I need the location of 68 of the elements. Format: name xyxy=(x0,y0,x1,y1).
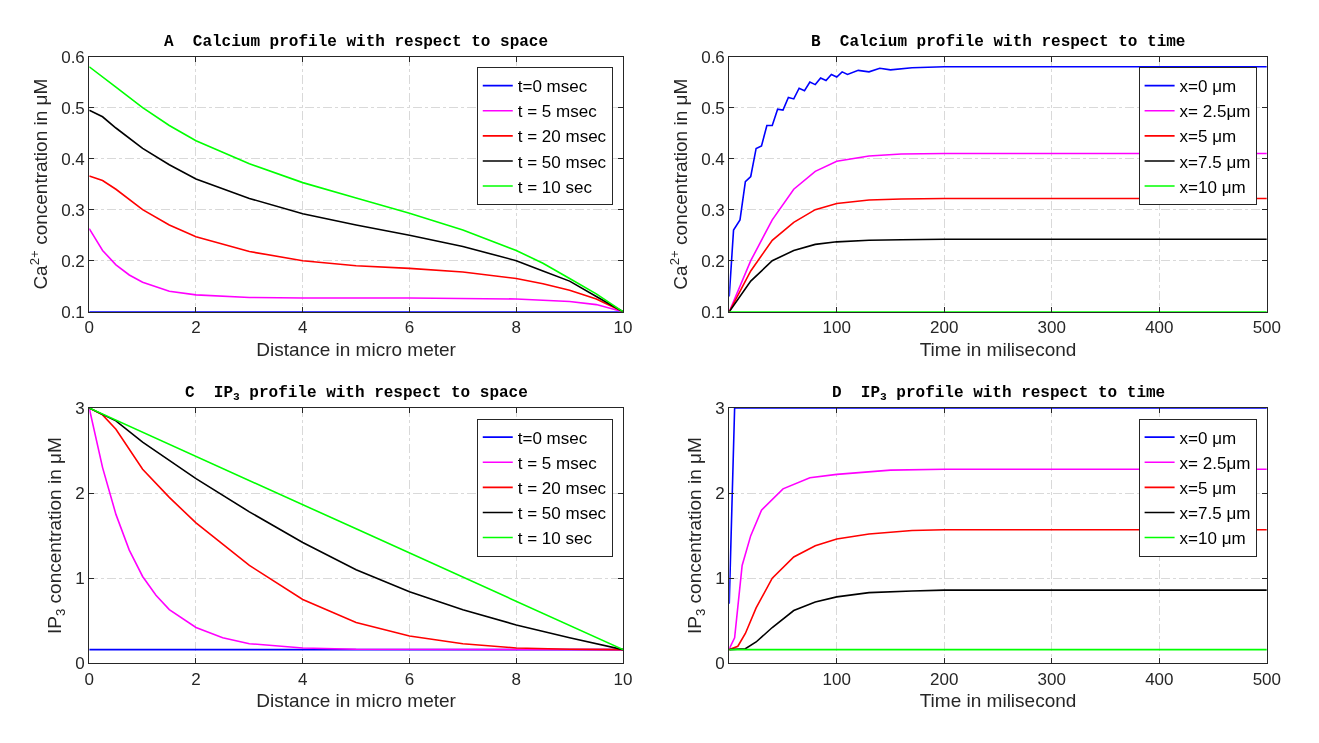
x-tick-label: 2 xyxy=(191,669,201,689)
y-tick-label: 2 xyxy=(75,484,85,504)
x-tick-label: 400 xyxy=(1145,669,1174,689)
y-tick-label: 1 xyxy=(75,569,85,589)
y-tick-label: 0.3 xyxy=(701,200,725,220)
x-tick-label: 200 xyxy=(930,318,959,338)
x-tick-label: 2 xyxy=(191,318,201,338)
x-tick-label: 300 xyxy=(1037,318,1066,338)
x-axis-title: Distance in micro meter xyxy=(256,338,457,360)
y-tick-label: 0.6 xyxy=(61,47,85,67)
legend-label: t=0 msec xyxy=(517,77,588,97)
chart-title: C IP$_{3}$ profile with respect to space xyxy=(185,384,528,404)
x-tick-label: 4 xyxy=(298,669,308,689)
y-tick-label: 0.2 xyxy=(61,251,85,271)
legend-label: t = 5 msec xyxy=(517,453,598,473)
x-tick-label: 6 xyxy=(404,318,415,338)
legend-label: x=5 μm xyxy=(1179,478,1237,498)
x-tick-label: 100 xyxy=(822,669,851,689)
legend-label: x=0 μm xyxy=(1179,77,1237,97)
y-tick-label: 0.1 xyxy=(61,302,85,322)
y-tick-label: 0 xyxy=(75,654,85,674)
y-tick-label: 0.5 xyxy=(701,98,725,118)
y-tick-label: 1 xyxy=(715,569,725,589)
legend-label: x=7.5 μm xyxy=(1179,504,1251,524)
y-tick-label: 0.4 xyxy=(701,149,725,169)
legend-label: x=5 μm xyxy=(1179,127,1237,147)
legend-label: x=10 μm xyxy=(1179,529,1246,549)
legend-label: t = 10 sec xyxy=(517,529,593,549)
legend-label: x= 2.5μm xyxy=(1179,102,1251,122)
legend-label: x=10 μm xyxy=(1179,177,1246,197)
legend-label: t = 50 msec xyxy=(517,504,607,524)
y-tick-label: 0.2 xyxy=(701,251,725,271)
y-tick-label: 0 xyxy=(715,654,725,674)
x-tick-label: 4 xyxy=(298,318,308,338)
y-tick-label: 0.6 xyxy=(701,47,725,67)
x-tick-label: 8 xyxy=(511,669,521,689)
x-tick-label: 6 xyxy=(404,669,415,689)
x-tick-label: 8 xyxy=(511,318,521,338)
x-tick-label: 500 xyxy=(1252,318,1282,338)
x-axis-title: Time in milisecond xyxy=(919,690,1077,712)
x-axis-title: Time in milisecond xyxy=(919,338,1077,360)
x-tick-label: 100 xyxy=(822,318,851,338)
y-tick-label: 0.1 xyxy=(701,302,725,322)
x-tick-label: 500 xyxy=(1252,669,1282,689)
legend-label: t = 20 msec xyxy=(517,478,607,498)
y-tick-label: 3 xyxy=(715,399,725,419)
legend-label: t = 50 msec xyxy=(517,152,607,172)
chart-title: A Calcium profile with respect to space xyxy=(164,33,549,51)
chart-title: D IP$_{3}$ profile with respect to time xyxy=(832,384,1166,404)
y-tick-label: 0.4 xyxy=(61,149,85,169)
y-tick-label: 2 xyxy=(715,484,725,504)
y-tick-label: 0.3 xyxy=(61,200,85,220)
x-tick-label: 200 xyxy=(930,669,959,689)
legend-label: t = 5 msec xyxy=(517,102,598,122)
x-tick-label: 400 xyxy=(1145,318,1174,338)
legend-label: t=0 msec xyxy=(517,428,588,448)
legend-label: t = 20 msec xyxy=(517,127,607,147)
y-tick-label: 3 xyxy=(75,399,85,419)
x-axis-title: Distance in micro meter xyxy=(256,690,457,712)
x-tick-label: 10 xyxy=(613,318,633,338)
legend-label: t = 10 sec xyxy=(517,177,593,197)
y-tick-label: 0.5 xyxy=(61,98,85,118)
legend-label: x=0 μm xyxy=(1179,428,1237,448)
x-tick-label: 10 xyxy=(613,669,633,689)
legend-label: x= 2.5μm xyxy=(1179,453,1251,473)
x-tick-label: 300 xyxy=(1037,669,1066,689)
chart-title: B Calcium profile with respect to time xyxy=(811,33,1186,51)
legend-label: x=7.5 μm xyxy=(1179,152,1251,172)
